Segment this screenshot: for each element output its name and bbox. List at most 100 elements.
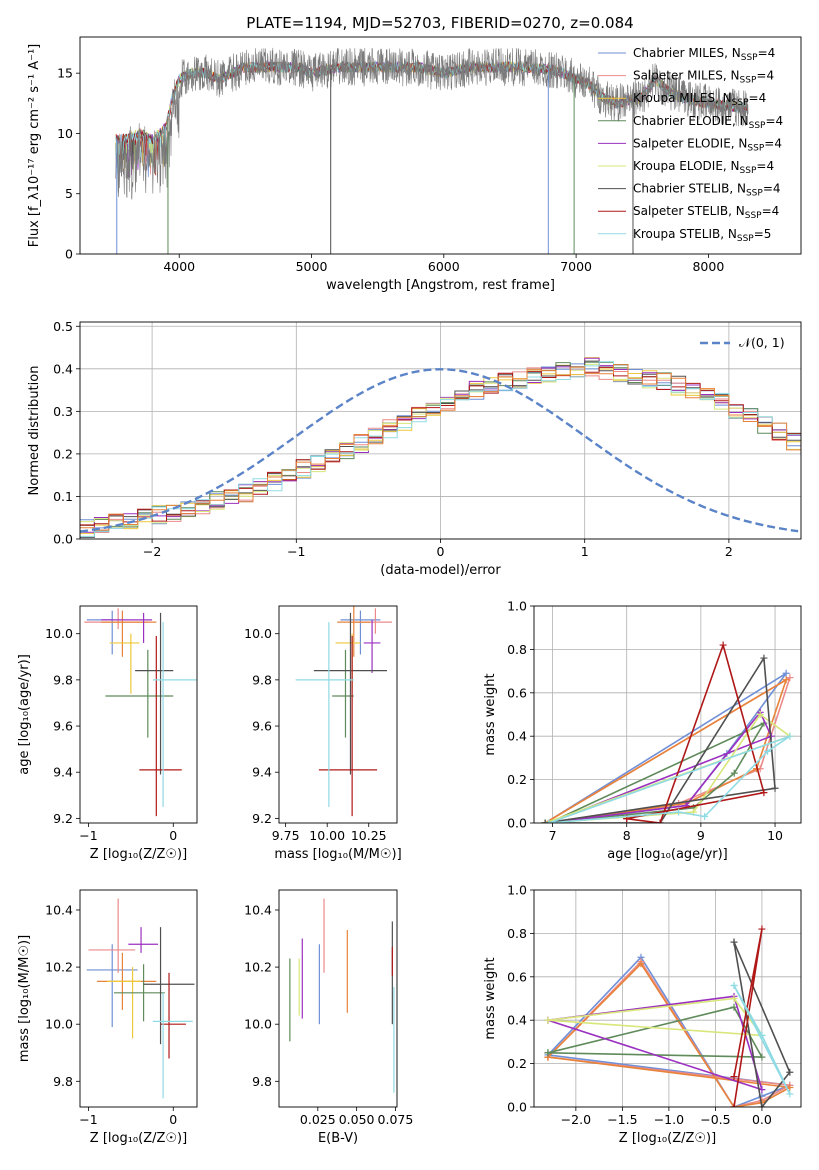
x-tick-label: 2 xyxy=(725,544,733,559)
x-tick-label: 0 xyxy=(169,828,177,843)
x-tick-label: 10.25 xyxy=(351,828,387,843)
panel-spectrum: 4000 5000 6000 7000 8000 0 5 10 15 wavelength [An… xyxy=(27,36,802,293)
weight-point-marker xyxy=(730,1003,738,1011)
panel-weight-vs-metallicity: −2.0 −1.5 −1.0 −0.5 0.0 0.0 0.2 0.4 0.6 0.8 1.0 Z [… xyxy=(483,883,802,1146)
weight-point-marker xyxy=(760,789,768,797)
y-tick-label: 9.4 xyxy=(252,765,272,780)
y-tick-label: 0.8 xyxy=(507,926,527,941)
panel-mass-vs-metallicity: −1 0 9.8 10.0 10.2 10.4 Z [log₁₀(Z/Z☉)] mass [l… xyxy=(17,889,198,1146)
weight-point-marker xyxy=(675,808,683,816)
weight-point-marker xyxy=(719,641,727,649)
y-tick-label: 0.2 xyxy=(53,446,73,461)
y-tick-label: 0.1 xyxy=(53,489,73,504)
x-tick-label: 10 xyxy=(767,828,783,843)
x-tick-label: −2 xyxy=(143,544,161,559)
x-tick-label: 1 xyxy=(581,544,589,559)
weight-point-marker xyxy=(730,995,738,1002)
weight-point-marker xyxy=(656,819,664,823)
x-tick-label: 8000 xyxy=(692,259,724,274)
panel-mass-vs-extinction: 0.025 0.050 0.075 9.8 10.0 10.2 10.4 E(B-V) xyxy=(244,889,413,1146)
axes-frame xyxy=(533,605,802,824)
x-axis-label: (data-model)/error xyxy=(380,563,501,578)
legend-label: Kroupa ELODIE, NSSP=4 xyxy=(633,159,774,176)
y-tick-label: 10.0 xyxy=(45,1017,73,1032)
weight-point-marker xyxy=(771,784,779,792)
legend-label: Chabrier MILES, NSSP=4 xyxy=(633,46,775,63)
legend-label: 𝒩(0, 1) xyxy=(739,335,785,350)
x-axis-label: wavelength [Angstrom, rest frame] xyxy=(326,278,555,293)
x-axis-label: age [log₁₀(age/yr)] xyxy=(607,847,728,862)
weight-series-line xyxy=(547,1006,763,1058)
y-tick-label: 0.6 xyxy=(507,685,527,700)
x-tick-label: 0 xyxy=(437,544,445,559)
x-tick-label: 0 xyxy=(169,1112,177,1127)
weight-series-line xyxy=(547,960,791,1107)
x-tick-label: −2.0 xyxy=(561,1112,591,1127)
weight-point-marker xyxy=(786,674,794,682)
y-axis-label: Flux [f_λ10⁻¹⁷ erg cm⁻² s⁻¹ A⁻¹] xyxy=(27,44,42,248)
x-tick-label: −1 xyxy=(79,828,97,843)
legend-label: Salpeter STELIB, NSSP=4 xyxy=(633,204,779,221)
y-tick-label: 9.8 xyxy=(252,672,272,687)
x-tick-label: −1.0 xyxy=(654,1112,684,1127)
x-tick-label: 9.75 xyxy=(272,828,300,843)
legend-label: Salpeter MILES, NSSP=4 xyxy=(633,69,774,86)
weight-point-marker xyxy=(730,1073,738,1081)
y-tick-label: 0.5 xyxy=(53,319,73,334)
y-axis-label: Normed distribution xyxy=(27,366,42,496)
legend-label: Chabrier STELIB, NSSP=4 xyxy=(633,182,781,199)
plot-area xyxy=(289,898,395,1093)
x-tick-label: 0.025 xyxy=(300,1112,336,1127)
weight-series-line xyxy=(547,995,763,1091)
normal-curve xyxy=(80,368,799,533)
weight-point-marker xyxy=(764,747,772,755)
weight-series-line xyxy=(544,672,787,823)
y-tick-label: 10.4 xyxy=(45,902,73,917)
y-tick-label: 0.0 xyxy=(507,1100,527,1115)
plot-area xyxy=(86,898,195,1099)
weight-point-marker xyxy=(758,1031,766,1039)
weight-point-marker xyxy=(637,960,645,968)
plot-area xyxy=(80,322,801,539)
x-tick-label: −1.5 xyxy=(607,1112,637,1127)
y-tick-label: 5 xyxy=(65,186,73,201)
x-tick-label: −1 xyxy=(79,1112,97,1127)
y-tick-label: 10.2 xyxy=(244,960,272,975)
y-axis-label: mass [log₁₀(M/M☉)] xyxy=(17,935,32,1062)
weight-series-line xyxy=(544,657,776,823)
x-tick-label: 4000 xyxy=(163,259,195,274)
y-axis-label: age [log₁₀(age/yr)] xyxy=(17,654,32,775)
y-tick-label: 0.2 xyxy=(507,1056,527,1071)
legend-label: Salpeter ELODIE, NSSP=4 xyxy=(633,136,782,153)
y-tick-label: 9.4 xyxy=(53,765,73,780)
x-tick-label: −0.5 xyxy=(700,1112,730,1127)
histogram-series xyxy=(80,364,801,531)
y-axis-label: mass weight xyxy=(483,957,498,1039)
weight-point-marker xyxy=(730,769,738,777)
x-tick-label: 7 xyxy=(549,828,557,843)
y-tick-label: 1.0 xyxy=(507,599,527,614)
axes-frame xyxy=(79,321,802,540)
plot-area xyxy=(534,606,801,823)
x-axis-label: Z [log₁₀(Z/Z☉)] xyxy=(90,1131,187,1146)
weight-point-marker xyxy=(730,938,738,946)
x-axis-label: E(B-V) xyxy=(318,1131,358,1146)
y-tick-label: 0.8 xyxy=(507,642,527,657)
weight-point-marker xyxy=(786,1068,794,1076)
figure-title: PLATE=1194, MJD=52703, FIBERID=0270, z=0… xyxy=(246,14,633,32)
x-tick-label: 10.00 xyxy=(309,828,345,843)
x-axis-label: mass [log₁₀(M/M☉)] xyxy=(274,847,401,862)
weight-point-marker xyxy=(730,981,738,989)
y-tick-label: 10 xyxy=(57,126,73,141)
x-tick-label: 0.0 xyxy=(752,1112,772,1127)
y-tick-label: 0.4 xyxy=(507,729,527,744)
y-tick-label: 9.8 xyxy=(252,1074,272,1089)
y-tick-label: 10.0 xyxy=(244,626,272,641)
legend-label: Chabrier ELODIE, NSSP=4 xyxy=(633,114,783,131)
legend-label: Kroupa STELIB, NSSP=5 xyxy=(633,227,771,244)
weight-series-line xyxy=(547,963,791,1107)
panel-residuals: −2 −1 0 1 2 0.0 0.1 0.2 0.3 0.4 0.5 (data-model)/er… xyxy=(27,319,802,578)
histogram-series xyxy=(80,357,801,534)
y-tick-label: 0 xyxy=(65,247,73,262)
weight-point-marker xyxy=(786,1090,794,1098)
